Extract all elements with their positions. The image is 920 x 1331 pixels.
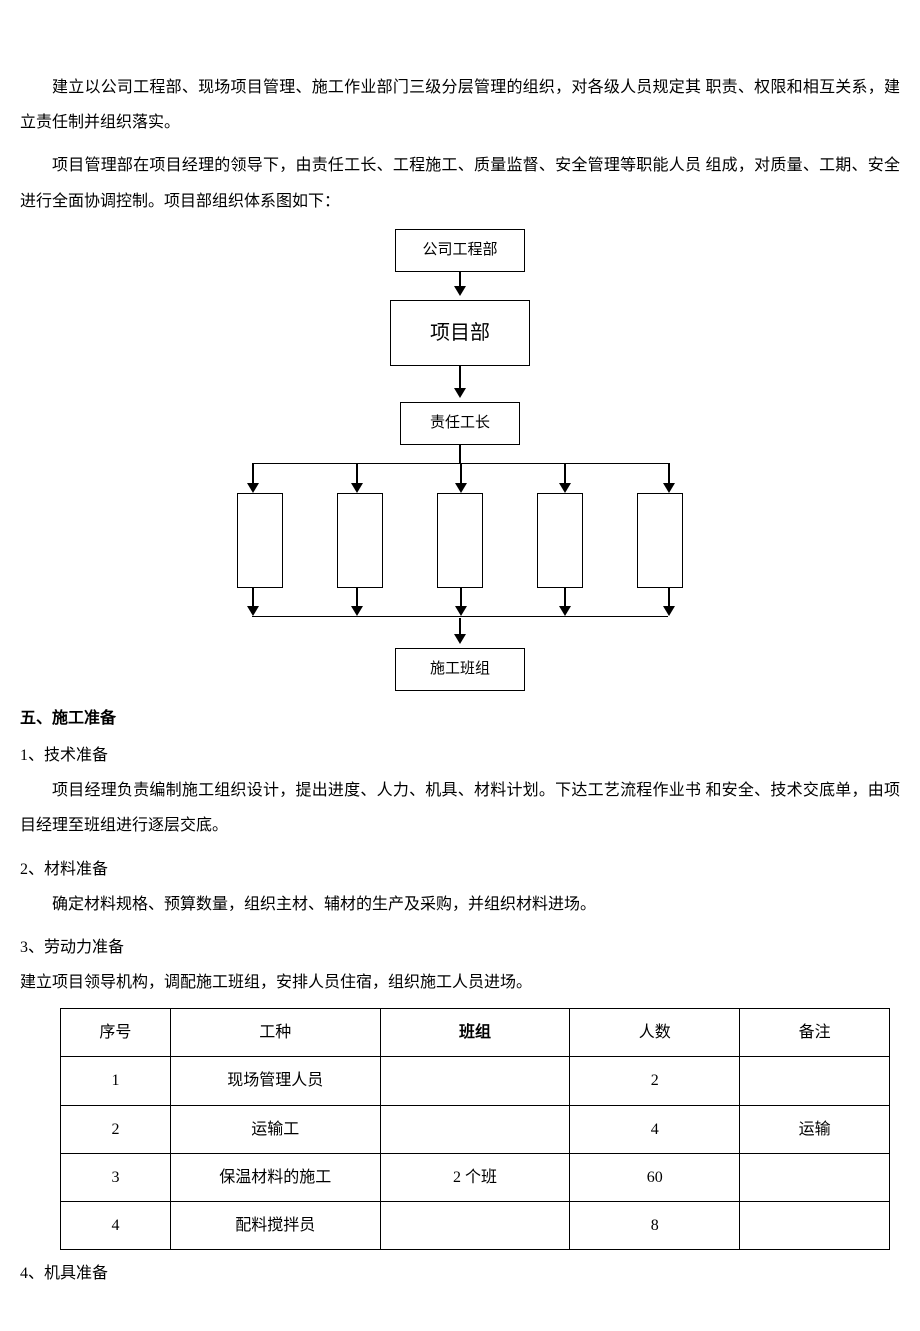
table-cell: 1 bbox=[61, 1057, 171, 1105]
table-cell bbox=[740, 1153, 890, 1201]
item3-text: 建立项目领导机构，调配施工班组，安排人员住宿，组织施工人员进场。 bbox=[20, 965, 900, 1000]
table-header: 人数 bbox=[570, 1009, 740, 1057]
item1-text: 项目经理负责编制施工组织设计，提出进度、人力、机具、材料计划。下达工艺流程作业书… bbox=[20, 773, 900, 843]
flow-branch-box bbox=[437, 493, 483, 588]
table-cell bbox=[380, 1105, 570, 1153]
table-row: 2 运输工 4 运输 bbox=[61, 1105, 890, 1153]
intro-paragraph-2: 项目管理部在项目经理的领导下，由责任工长、工程施工、质量监督、安全管理等职能人员… bbox=[20, 148, 900, 218]
flow-branch-box bbox=[537, 493, 583, 588]
arrow-down-icon bbox=[454, 286, 466, 296]
table-cell bbox=[380, 1202, 570, 1250]
flow-connector bbox=[459, 618, 461, 634]
table-row: 4 配料搅拌员 8 bbox=[61, 1202, 890, 1250]
table-cell: 保温材料的施工 bbox=[170, 1153, 380, 1201]
table-cell: 2 bbox=[570, 1057, 740, 1105]
table-cell: 现场管理人员 bbox=[170, 1057, 380, 1105]
table-cell: 运输工 bbox=[170, 1105, 380, 1153]
item2-label: 2、材料准备 bbox=[20, 852, 900, 887]
table-header: 备注 bbox=[740, 1009, 890, 1057]
table-cell: 3 bbox=[61, 1153, 171, 1201]
arrow-down-icon bbox=[454, 388, 466, 398]
flow-branch-box bbox=[337, 493, 383, 588]
item4-label: 4、机具准备 bbox=[20, 1256, 900, 1291]
table-row: 1 现场管理人员 2 bbox=[61, 1057, 890, 1105]
table-cell bbox=[380, 1057, 570, 1105]
table-cell: 8 bbox=[570, 1202, 740, 1250]
table-cell bbox=[740, 1057, 890, 1105]
flow-node-top: 公司工程部 bbox=[395, 229, 525, 272]
table-cell: 运输 bbox=[740, 1105, 890, 1153]
item2-text: 确定材料规格、预算数量，组织主材、辅材的生产及采购，并组织材料进场。 bbox=[20, 887, 900, 922]
flow-connector bbox=[459, 445, 461, 463]
flow-connector bbox=[459, 272, 461, 286]
flow-node-level2: 项目部 bbox=[390, 300, 530, 366]
item3-label: 3、劳动力准备 bbox=[20, 930, 900, 965]
flow-branch-box bbox=[237, 493, 283, 588]
table-cell: 2 个班 bbox=[380, 1153, 570, 1201]
table-cell: 2 bbox=[61, 1105, 171, 1153]
flow-split-top bbox=[252, 463, 668, 493]
intro-paragraph-1: 建立以公司工程部、现场项目管理、施工作业部门三级分层管理的组织，对各级人员规定其… bbox=[20, 70, 900, 140]
table-cell: 配料搅拌员 bbox=[170, 1202, 380, 1250]
table-cell: 4 bbox=[61, 1202, 171, 1250]
table-cell: 60 bbox=[570, 1153, 740, 1201]
table-cell bbox=[740, 1202, 890, 1250]
table-header: 序号 bbox=[61, 1009, 171, 1057]
labor-table: 序号 工种 班组 人数 备注 1 现场管理人员 2 2 运输工 4 运输 3 保… bbox=[60, 1008, 890, 1250]
flow-branches bbox=[230, 493, 690, 588]
table-cell: 4 bbox=[570, 1105, 740, 1153]
flow-node-level3: 责任工长 bbox=[400, 402, 520, 445]
item1-label: 1、技术准备 bbox=[20, 738, 900, 773]
flow-connector bbox=[459, 366, 461, 388]
org-flowchart: 公司工程部 项目部 责任工长 施工班组 bbox=[200, 229, 720, 691]
table-row: 3 保温材料的施工 2 个班 60 bbox=[61, 1153, 890, 1201]
flow-node-bottom: 施工班组 bbox=[395, 648, 525, 691]
table-header-row: 序号 工种 班组 人数 备注 bbox=[61, 1009, 890, 1057]
flow-branch-box bbox=[637, 493, 683, 588]
section5-title: 五、施工准备 bbox=[20, 701, 900, 736]
flow-merge-bottom bbox=[252, 588, 668, 618]
arrow-down-icon bbox=[454, 634, 466, 644]
table-header: 班组 bbox=[380, 1009, 570, 1057]
table-header: 工种 bbox=[170, 1009, 380, 1057]
